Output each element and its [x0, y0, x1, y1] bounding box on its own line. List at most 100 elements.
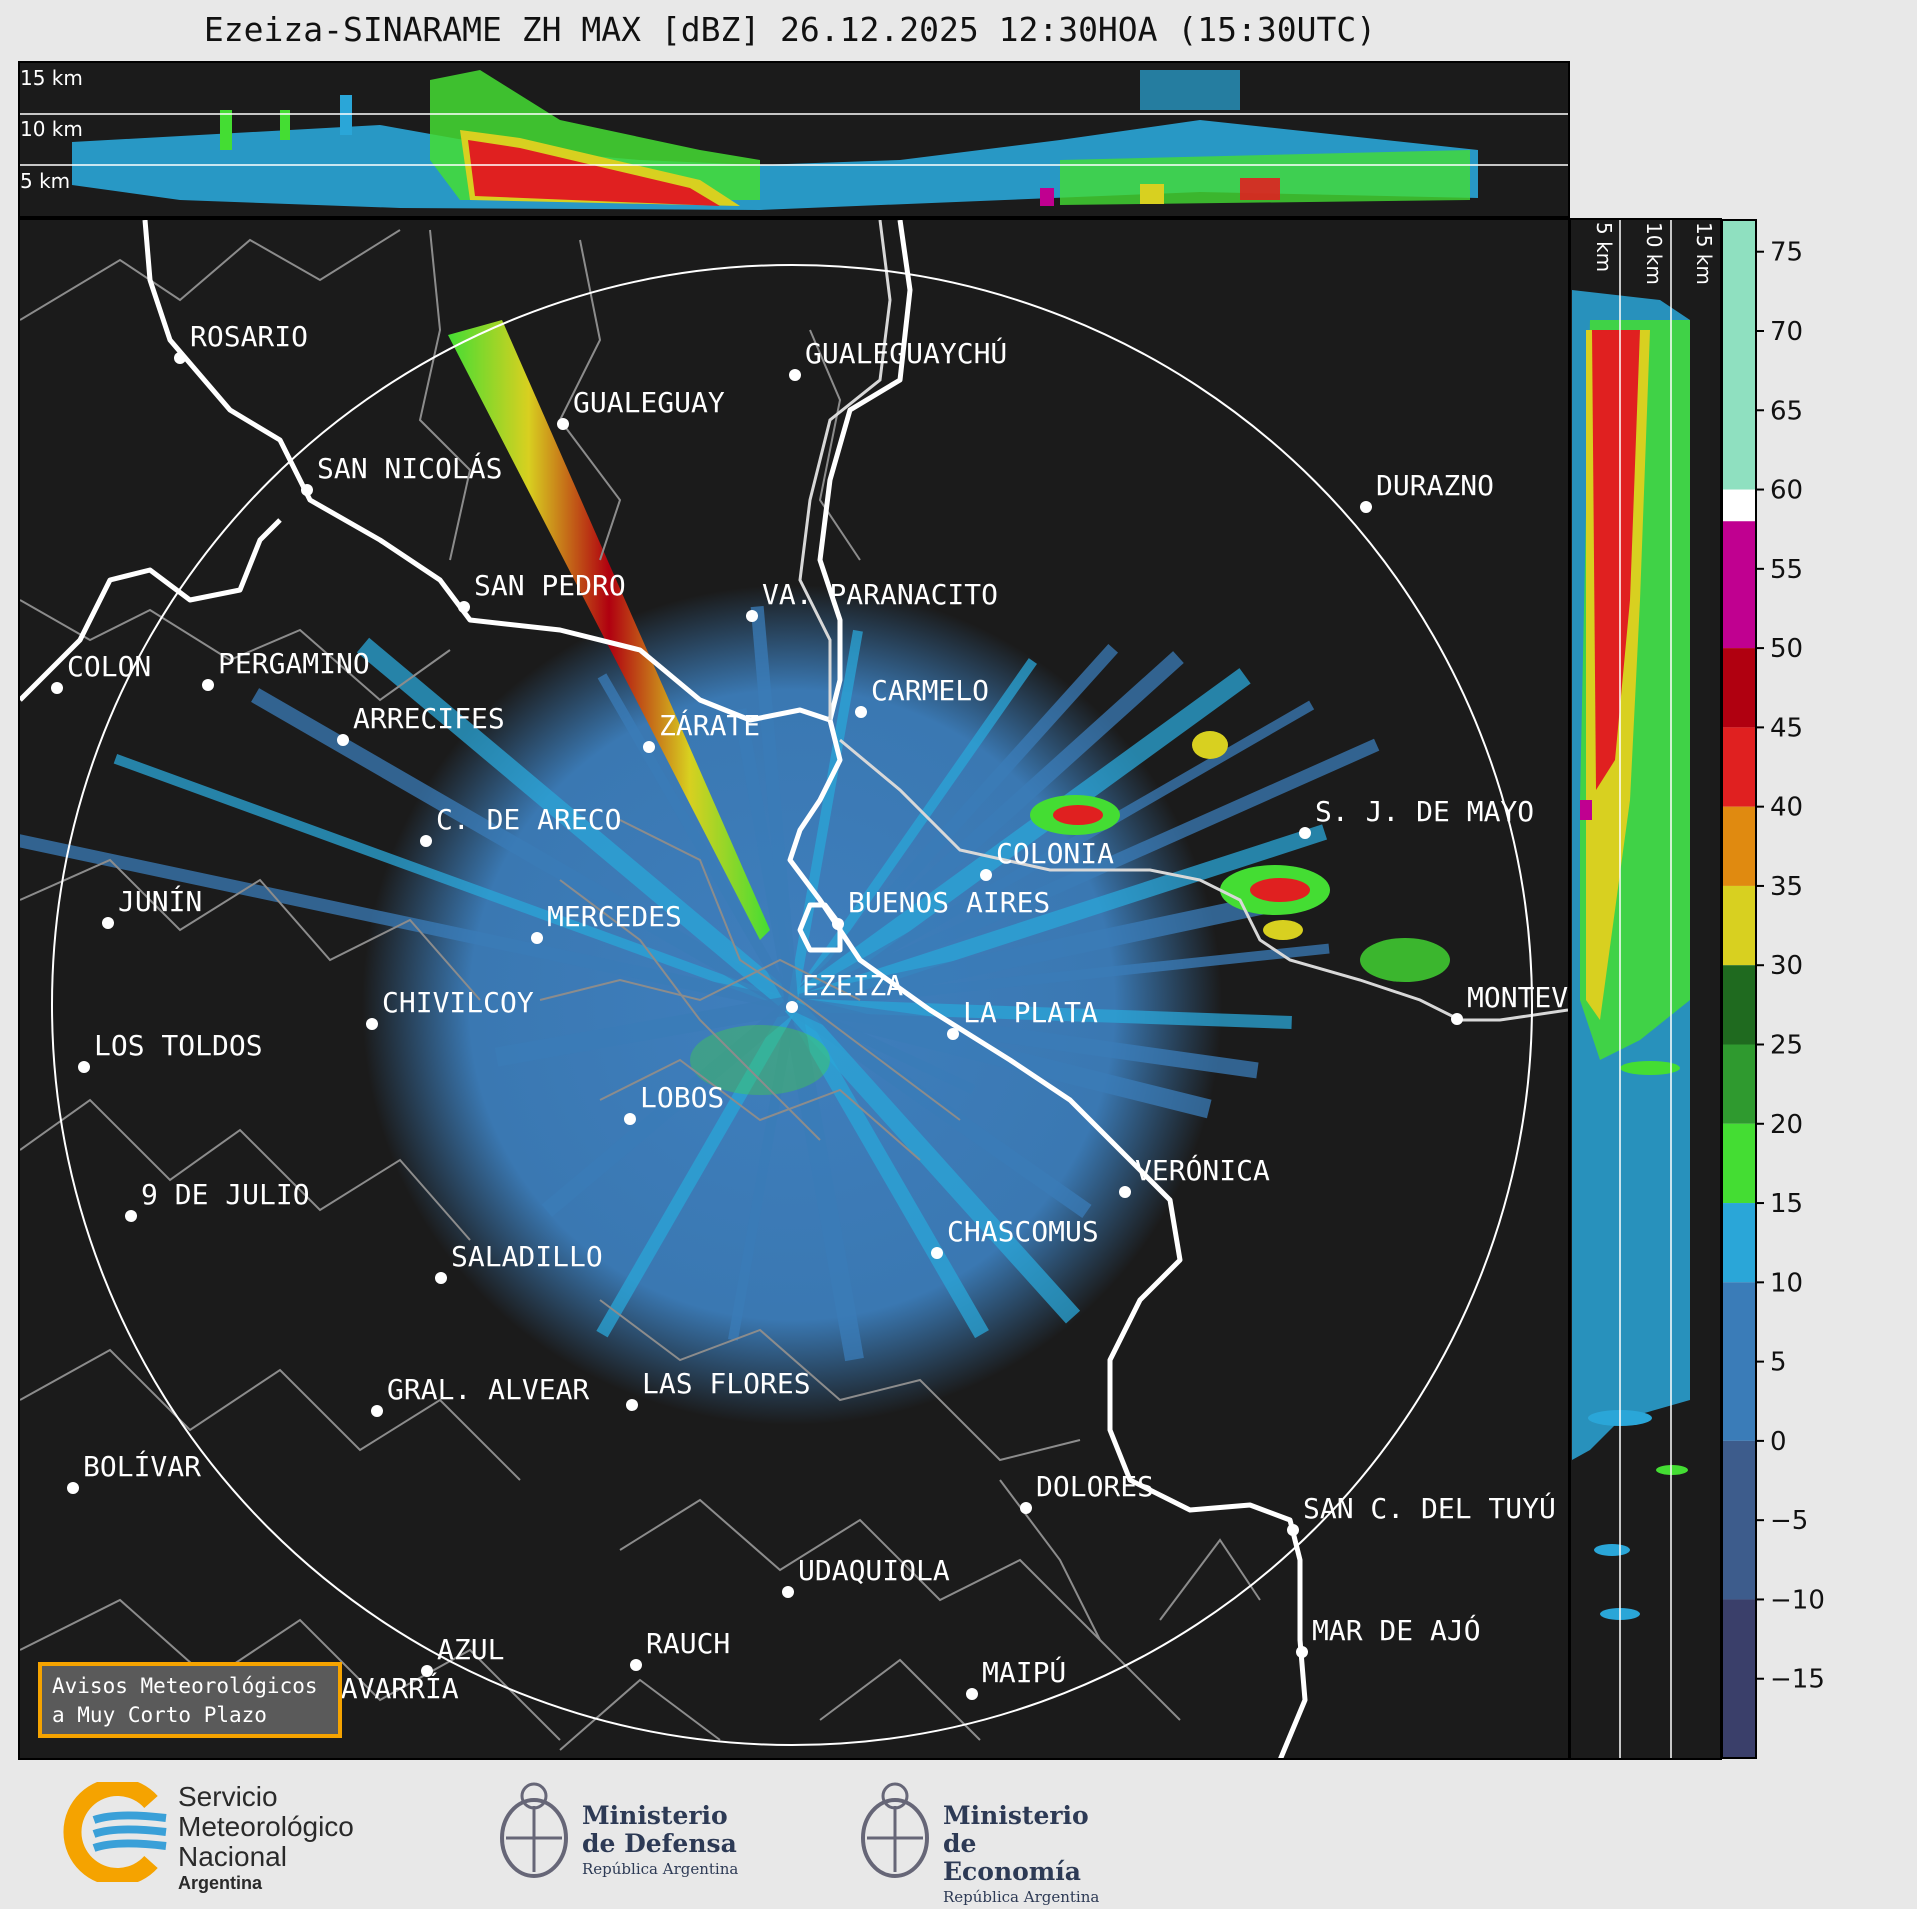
colorbar-tick-label: 35	[1770, 872, 1803, 902]
reflectivity-ray	[728, 1004, 797, 1341]
city-marker	[630, 1659, 642, 1671]
city-label: DOLORES	[1036, 1470, 1154, 1503]
city-marker	[624, 1113, 636, 1125]
reflectivity-ray	[113, 754, 794, 1010]
city-label: GUALEGUAY	[573, 386, 725, 419]
city-label: ZÁRATE	[659, 708, 760, 742]
city-label: JUNÍN	[118, 884, 202, 918]
colorbar-band	[1722, 220, 1756, 490]
city-marker	[102, 917, 114, 929]
city-marker	[174, 352, 186, 364]
colorbar-tick-label: 15	[1770, 1189, 1803, 1219]
side-label-10km: 10 km	[1642, 222, 1666, 285]
city-marker	[980, 869, 992, 881]
city-marker	[202, 679, 214, 691]
city-marker	[531, 932, 543, 944]
colorbar-band	[1722, 1440, 1756, 1600]
city-label: ARRECIFES	[353, 702, 505, 735]
colorbar-tick-label: 75	[1770, 238, 1803, 268]
colorbar-tick-label: 20	[1770, 1110, 1803, 1140]
reflectivity-ray	[790, 887, 1303, 1015]
defensa-line3: República Argentina	[582, 1860, 739, 1878]
reflectivity-ray	[494, 995, 794, 1067]
city-label: MONTEVIDEO	[1467, 981, 1636, 1014]
reflectivity-ray	[787, 629, 863, 1006]
colorbar-band	[1722, 648, 1756, 728]
province-borders	[20, 229, 1261, 1751]
defensa-logo: Ministerio de Defensa República Argentin…	[494, 1776, 754, 1886]
national-seal-icon	[861, 1782, 929, 1878]
smn-logo: Servicio Meteorológico Nacional Argentin…	[56, 1781, 396, 1893]
city-marker	[51, 682, 63, 694]
colorbar-band	[1722, 1044, 1756, 1124]
city-marker	[1296, 1646, 1308, 1658]
city-marker	[1020, 1502, 1032, 1514]
side-label-5km: 5 km	[1592, 222, 1616, 272]
city-marker	[626, 1399, 638, 1411]
city-marker	[855, 706, 867, 718]
city-marker	[966, 1688, 978, 1700]
colorbar-tick-label: −5	[1770, 1506, 1808, 1536]
city-marker	[337, 734, 349, 746]
colorbar-band	[1722, 727, 1756, 807]
city-marker	[931, 1247, 943, 1259]
city-label: VA. PARANACITO	[762, 578, 998, 611]
smn-line1: Servicio	[178, 1781, 278, 1812]
city-marker	[1119, 1186, 1131, 1198]
reflectivity-ray	[596, 1001, 798, 1338]
colorbar-tick-label: 40	[1770, 793, 1803, 823]
colorbar-tick-label: 30	[1770, 951, 1803, 981]
reflectivity-ray	[789, 738, 1380, 1011]
smn-line3: Nacional	[178, 1841, 287, 1872]
city-marker	[366, 1018, 378, 1030]
city-marker	[78, 1061, 90, 1073]
range-ring	[51, 264, 1533, 1746]
colorbar-tick-label: 0	[1770, 1427, 1787, 1457]
city-label: MAIPÚ	[982, 1655, 1066, 1689]
reflectivity-ray	[791, 998, 1292, 1029]
city-label: AZUL	[437, 1633, 504, 1666]
city-label: LOS TOLDOS	[94, 1029, 263, 1062]
colorbar-tick-label: 55	[1770, 555, 1803, 585]
city-marker	[1299, 827, 1311, 839]
avisos-box: Avisos Meteorológicos a Muy Corto Plazo	[38, 1662, 342, 1738]
city-marker	[789, 369, 801, 381]
reflectivity-ray	[789, 700, 1315, 1010]
radar-map-panel: ROSARIO GUALEGUAYCHÚ GUALEGUAY SAN NICOLÁS D…	[18, 218, 1636, 1760]
top-label-10km: 10 km	[20, 117, 83, 141]
city-label: LOBOS	[640, 1081, 724, 1114]
colorbar-tick-label: 50	[1770, 634, 1803, 664]
top-label-5km: 5 km	[20, 169, 70, 193]
top-label-15km: 15 km	[20, 66, 83, 90]
city-label: CHASCOMUS	[947, 1215, 1099, 1248]
colorbar-band	[1722, 965, 1756, 1045]
reflectivity-ray	[750, 605, 799, 1006]
city-label: COLON	[67, 650, 151, 683]
colorbar-tick-label: 70	[1770, 317, 1803, 347]
city-marker	[643, 741, 655, 753]
city-label: VERÓNICA	[1135, 1153, 1270, 1187]
colorbar-band	[1722, 521, 1756, 649]
city-marker	[1287, 1524, 1299, 1536]
city-marker	[1451, 1013, 1463, 1025]
city-marker	[782, 1586, 794, 1598]
smn-emblem-icon	[63, 1782, 167, 1882]
chart-title: Ezeiza-SINARAME ZH MAX [dBZ] 26.12.2025 …	[203, 10, 1377, 49]
colorbar-tick-label: 25	[1770, 1030, 1803, 1060]
economia-line1: Ministerio	[943, 1801, 1089, 1830]
avisos-line1: Avisos Meteorológicos	[52, 1674, 318, 1698]
side-label-15km: 15 km	[1692, 222, 1716, 285]
reflectivity-ray	[787, 643, 1119, 1010]
colorbar-band	[1722, 885, 1756, 966]
city-marker	[786, 1001, 798, 1013]
city-label: LA PLATA	[963, 996, 1098, 1029]
economia-line2: de Economía	[943, 1829, 1081, 1886]
colorbar-band	[1722, 1282, 1756, 1441]
city-label: GUALEGUAYCHÚ	[805, 336, 1007, 370]
city-marker	[420, 835, 432, 847]
city-label: UDAQUIOLA	[798, 1554, 950, 1587]
city-label: EZEIZA	[802, 969, 903, 1002]
colorbar-frame	[1721, 219, 1757, 1759]
economia-logo: Ministerio de Economía República Argenti…	[855, 1776, 1115, 1906]
